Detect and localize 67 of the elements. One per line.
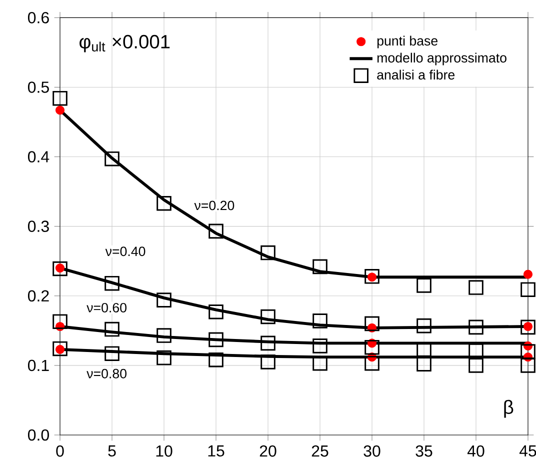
point (104, 346, 120, 362)
y-tick-label: 0.2 (28, 290, 49, 302)
annotation: ν=0.60 (86, 302, 126, 312)
point (156, 196, 172, 211)
x-tick-label: 40 (467, 445, 484, 457)
point (364, 340, 380, 355)
point (520, 344, 536, 359)
x-tick-label: 0 (56, 445, 64, 457)
x-tick-label: 20 (260, 445, 276, 457)
annotation: ν=0.40 (105, 246, 146, 256)
point (52, 90, 68, 106)
point (312, 259, 328, 274)
y-tick-label: 0.5 (28, 82, 49, 93)
point (156, 328, 172, 343)
point (208, 352, 224, 368)
x-tick-label: 30 (364, 445, 380, 457)
point (520, 282, 536, 298)
point (104, 151, 120, 166)
point (468, 320, 484, 335)
point (156, 292, 172, 308)
point (468, 358, 484, 373)
point (104, 322, 120, 337)
y-tick-label: 0.3 (28, 220, 49, 232)
point (260, 309, 276, 324)
point (364, 356, 380, 371)
x-tick-label: 45 (519, 445, 536, 457)
point (52, 261, 68, 276)
annotation: ν=0.80 (86, 368, 126, 378)
point (260, 245, 276, 260)
point (52, 314, 68, 330)
point (416, 278, 432, 293)
point (364, 316, 380, 332)
point (520, 320, 536, 335)
annotation: ν=0.20 (194, 200, 234, 210)
point (364, 269, 380, 284)
legend-label: analisi a fibre (377, 70, 455, 80)
x-axis-title: β (504, 400, 514, 418)
point (520, 358, 536, 373)
point (312, 314, 328, 328)
legend-label: modello approssimato (377, 52, 506, 66)
y-tick-label: 0.4 (28, 151, 50, 162)
point (156, 350, 172, 366)
y-tick-label: 0.0 (28, 429, 49, 441)
point (468, 280, 484, 295)
point (104, 276, 120, 291)
point (55, 106, 65, 115)
x-tick-label: 35 (416, 445, 432, 457)
x-tick-label: 10 (156, 445, 172, 457)
point (416, 356, 432, 372)
point (55, 344, 65, 354)
y-axis-title: φ$_{ult}$ ×0.001 (80, 34, 170, 52)
point (260, 354, 276, 370)
point (55, 264, 65, 273)
x-tick-label: 5 (108, 445, 116, 457)
point (260, 336, 276, 351)
point (208, 332, 224, 348)
point (367, 272, 377, 282)
x-tick-label: 15 (208, 445, 224, 457)
legend-label: punti base (377, 36, 438, 48)
point (312, 338, 328, 354)
x-tick-label: 25 (312, 445, 328, 457)
point (52, 341, 68, 356)
y-tick-label: 0.6 (28, 12, 49, 24)
point (208, 304, 224, 320)
point (208, 224, 224, 239)
y-tick-label: 0.1 (28, 360, 49, 372)
point (416, 318, 432, 334)
